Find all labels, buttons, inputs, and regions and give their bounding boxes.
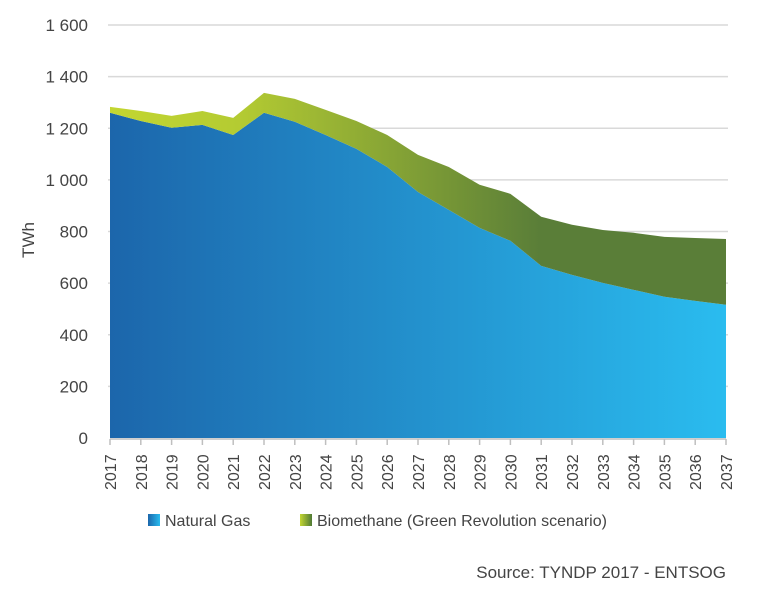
legend: Natural Gas Biomethane (Green Revolution… — [148, 513, 607, 530]
x-tick-label: 2037 — [719, 454, 736, 490]
x-tick-label: 2023 — [288, 454, 305, 490]
x-tick-label: 2025 — [349, 454, 366, 490]
y-tick-label: 800 — [60, 223, 88, 242]
x-tick-label: 2036 — [688, 454, 705, 490]
y-tick-label: 1 000 — [45, 171, 88, 190]
legend-swatch-biomethane — [300, 514, 312, 526]
x-tick-label: 2021 — [226, 454, 243, 490]
y-tick-label: 0 — [79, 429, 88, 448]
y-tick-label: 400 — [60, 326, 88, 345]
x-tick-label: 2022 — [257, 454, 274, 490]
x-tick-label: 2026 — [380, 454, 397, 490]
x-tick-label: 2030 — [503, 454, 520, 490]
x-tick-label: 2019 — [165, 454, 182, 490]
y-tick-label: 1 200 — [45, 119, 88, 138]
x-tick-label: 2017 — [103, 454, 120, 490]
y-tick-label: 200 — [60, 377, 88, 396]
x-tick-label: 2032 — [565, 454, 582, 490]
x-tick-label: 2020 — [195, 454, 212, 490]
y-tick-label: 1 400 — [45, 68, 88, 87]
y-axis-label: TWh — [19, 222, 38, 258]
x-tick-label: 2024 — [319, 454, 336, 490]
x-tick-label: 2031 — [534, 454, 551, 490]
x-tick-label: 2035 — [657, 454, 674, 490]
source-note: Source: TYNDP 2017 - ENTSOG — [476, 563, 726, 582]
x-tick-label: 2029 — [473, 454, 490, 490]
area-natural-gas — [110, 112, 726, 438]
legend-label-natural-gas: Natural Gas — [165, 513, 250, 530]
x-tick-label: 2034 — [627, 454, 644, 490]
y-tick-label: 600 — [60, 274, 88, 293]
x-tick-label: 2027 — [411, 454, 428, 490]
x-tick-label: 2018 — [134, 454, 151, 490]
x-tick-label: 2028 — [442, 454, 459, 490]
x-tick-label: 2033 — [596, 454, 613, 490]
y-tick-label: 1 600 — [45, 16, 88, 35]
area-biomethane — [110, 92, 726, 305]
legend-label-biomethane: Biomethane (Green Revolution scenario) — [317, 513, 607, 530]
legend-swatch-natural-gas — [148, 514, 160, 526]
